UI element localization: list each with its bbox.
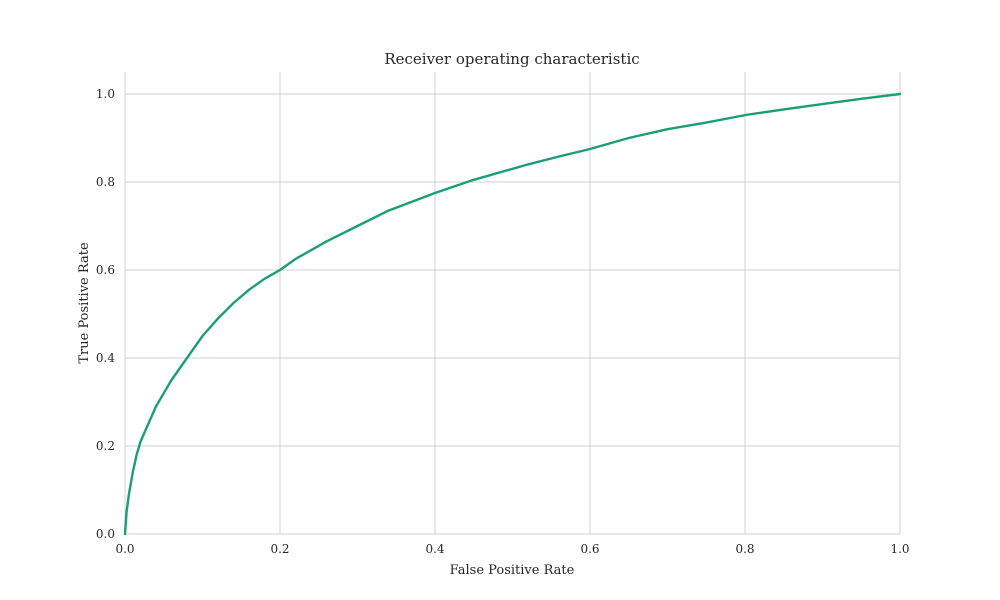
y-axis-label: True Positive Rate <box>77 242 92 364</box>
x-axis-label: False Positive Rate <box>450 563 575 578</box>
chart-title: Receiver operating characteristic <box>384 50 639 68</box>
x-tick-label-0: 0.0 <box>115 542 134 556</box>
y-tick-label-3: 0.6 <box>96 263 115 277</box>
x-tick-labels: 0.0 0.2 0.4 0.6 0.8 1.0 <box>115 542 909 556</box>
roc-curve-line-0 <box>123 92 902 536</box>
y-tick-label-0: 0.0 <box>96 527 115 541</box>
x-tick-label-5: 1.0 <box>890 542 909 556</box>
plot-series <box>123 92 902 536</box>
y-tick-label-4: 0.8 <box>96 175 115 189</box>
y-tick-label-1: 0.2 <box>96 439 115 453</box>
y-tick-label-5: 1.0 <box>96 87 115 101</box>
y-tick-label-2: 0.4 <box>96 351 115 365</box>
axis-spines <box>124 72 900 535</box>
x-tick-label-4: 0.8 <box>735 542 754 556</box>
x-tick-label-2: 0.4 <box>425 542 444 556</box>
x-tick-label-3: 0.6 <box>580 542 599 556</box>
grid-lines <box>124 72 901 535</box>
y-tick-labels: 0.0 0.2 0.4 0.6 0.8 1.0 <box>96 87 115 541</box>
x-tick-label-1: 0.2 <box>270 542 289 556</box>
